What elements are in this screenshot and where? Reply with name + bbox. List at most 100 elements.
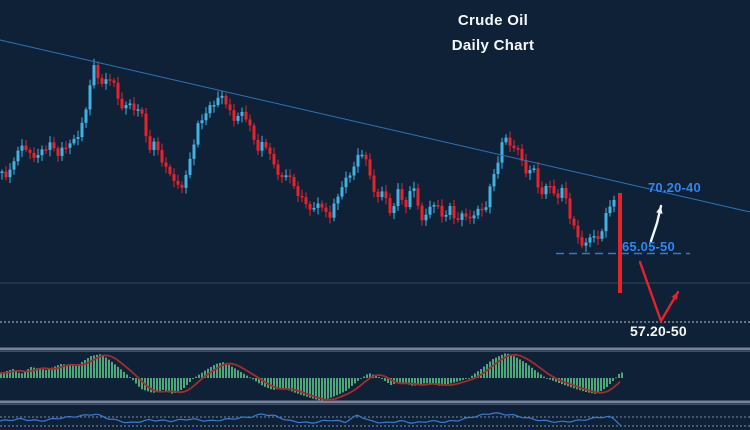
candle-body <box>128 103 132 106</box>
candle-body <box>536 168 540 188</box>
candle-body <box>548 186 552 188</box>
candle-body <box>12 161 16 170</box>
candle-body <box>20 145 24 151</box>
candle-body <box>228 104 232 111</box>
candle-body <box>292 177 296 187</box>
candle-body <box>280 174 284 178</box>
candle-body <box>504 137 508 143</box>
chart-title: Crude Oil Daily Chart <box>378 8 608 58</box>
candle-body <box>72 138 76 144</box>
candle-body <box>488 186 492 208</box>
candle-body <box>264 141 268 148</box>
candle-body <box>240 111 244 116</box>
candle-body <box>332 203 336 218</box>
candle-body <box>216 97 220 106</box>
candle-body <box>368 159 372 176</box>
candle-body <box>224 95 228 105</box>
support-level-label: 65.05-50 <box>622 239 675 254</box>
candle-body <box>204 113 208 121</box>
candle-body <box>36 155 40 158</box>
resistance-level-label: 70.20-40 <box>648 180 701 195</box>
candle-body <box>180 184 184 188</box>
candle-body <box>576 225 580 238</box>
candle-body <box>436 204 440 207</box>
key-level-lines <box>0 252 750 323</box>
candle-body <box>92 65 96 86</box>
candle-body <box>156 141 160 151</box>
candle-body <box>400 189 404 200</box>
candle-body <box>452 206 456 219</box>
candle-body <box>496 162 500 175</box>
candle-body <box>380 191 384 198</box>
candle-body <box>532 168 536 171</box>
candle-body <box>340 187 344 197</box>
candle-body <box>468 216 472 219</box>
candle-body <box>196 123 200 145</box>
candle-body <box>372 175 376 192</box>
candle-body <box>308 203 312 210</box>
candle-body <box>408 191 412 208</box>
white-bounce-arrow-head <box>656 206 663 214</box>
candle-body <box>568 198 572 219</box>
chart-title-line1: Crude Oil <box>457 12 529 29</box>
candle-body <box>416 188 420 206</box>
candle-body <box>352 166 356 176</box>
candle-body <box>572 218 576 226</box>
candle-body <box>388 198 392 214</box>
candle-body <box>404 199 408 208</box>
candle-body <box>552 186 556 194</box>
candle-body <box>324 207 328 213</box>
candle-body <box>212 105 216 107</box>
target-level-label: 57.20-50 <box>630 323 687 339</box>
candle-body <box>456 218 460 220</box>
candle-body <box>48 142 52 150</box>
chart-title-line2: Daily Chart <box>451 37 535 54</box>
candle-body <box>268 147 272 154</box>
candle-body <box>244 111 248 120</box>
candle-body <box>612 199 616 207</box>
candle-body <box>588 237 592 243</box>
candle-body <box>256 139 260 151</box>
candle-body <box>472 215 476 219</box>
candle-body <box>312 207 316 210</box>
candle-body <box>100 78 104 84</box>
candle-body <box>220 95 224 98</box>
candle-body <box>136 109 140 111</box>
candle-body <box>252 125 256 140</box>
candle-body <box>200 120 204 124</box>
candle-body <box>300 195 304 198</box>
candle-body <box>96 65 100 79</box>
oscillator-panel <box>0 412 750 427</box>
candle-body <box>64 147 68 150</box>
candle-body <box>460 213 464 220</box>
candle-body <box>344 177 348 188</box>
candle-body <box>296 186 300 196</box>
candle-body <box>248 119 252 126</box>
candle-body <box>508 137 512 146</box>
candle-body <box>40 149 44 156</box>
candle-body <box>412 188 416 192</box>
candle-body <box>448 206 452 215</box>
candle-body <box>288 175 292 178</box>
candle-body <box>320 203 324 208</box>
candle-body <box>424 214 428 221</box>
candle-body <box>272 153 276 165</box>
candle-body <box>540 187 544 195</box>
candle-body <box>376 191 380 198</box>
candle-body <box>184 174 188 188</box>
candle-body <box>0 171 4 173</box>
candle-body <box>164 162 168 167</box>
candle-body <box>168 166 172 175</box>
candle-body <box>232 110 236 121</box>
candle-body <box>44 149 48 151</box>
candle-body <box>76 137 80 139</box>
candle-body <box>396 189 400 207</box>
trendline <box>0 39 750 213</box>
candle-body <box>608 206 612 214</box>
candle-body <box>4 171 8 178</box>
annotation-arrows <box>638 204 680 323</box>
candle-body <box>480 208 484 211</box>
candle-body <box>52 142 56 149</box>
candle-body <box>492 174 496 187</box>
